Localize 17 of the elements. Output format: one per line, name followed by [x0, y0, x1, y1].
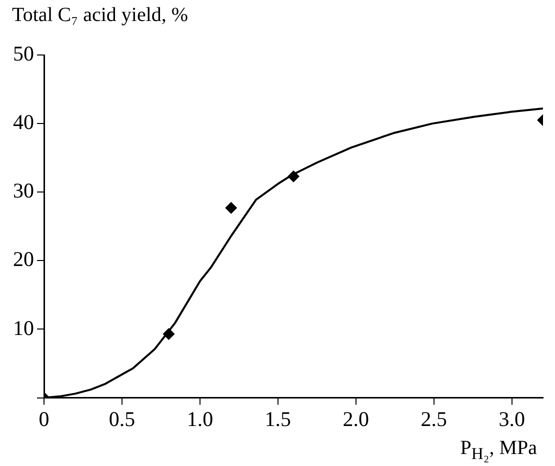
x-tick-label: 0.5 — [108, 406, 136, 431]
x-tick-label: 0 — [38, 406, 50, 431]
y-tick-label: 20 — [13, 247, 34, 272]
x-axis-title: P$_{H₂}$, MPa — [460, 437, 537, 464]
x-tick-label: 2.5 — [420, 406, 447, 431]
y-axis-title: Total C₇ acid yield, % — [12, 4, 188, 27]
point — [225, 202, 238, 214]
y-tick-label: 10 — [13, 316, 34, 340]
x-tick-label: 1.5 — [264, 406, 292, 431]
point — [162, 328, 175, 340]
x-tick-label: 1.0 — [186, 406, 214, 431]
x-tick-label: 2.0 — [342, 406, 369, 431]
point — [288, 170, 300, 182]
x-tick-label: 3.0 — [498, 406, 525, 431]
y-tick-label: 40 — [13, 110, 34, 134]
y-tick-label: 30 — [13, 178, 34, 203]
y-tick-label: 50 — [13, 42, 34, 66]
